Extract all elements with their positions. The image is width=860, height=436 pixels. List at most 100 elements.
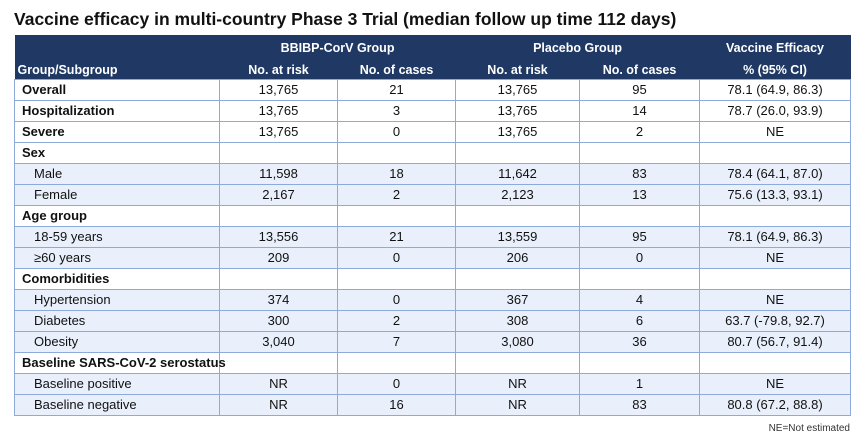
vaccine-cases xyxy=(336,268,457,290)
table-row: 18-59 years 13,556 21 13,559 95 78.1 (64.9, 8… xyxy=(14,226,852,248)
placebo-cases: 6 xyxy=(579,310,701,332)
placebo-cases: 0 xyxy=(579,247,701,269)
placebo-cases: 83 xyxy=(579,163,701,185)
placebo-at-risk: 367 xyxy=(455,289,581,311)
vaccine-cases: 3 xyxy=(336,100,457,122)
row-label: Baseline negative xyxy=(14,394,220,416)
vaccine-cases: 16 xyxy=(336,394,457,416)
vaccine-efficacy xyxy=(699,142,852,164)
placebo-at-risk: 13,765 xyxy=(455,79,581,101)
table-row: Sex xyxy=(14,142,852,164)
placebo-cases xyxy=(579,352,701,374)
row-label: Baseline positive xyxy=(14,373,220,395)
table-row: Hospitalization 13,765 3 13,765 14 78.7 (26.0… xyxy=(14,100,852,122)
vaccine-efficacy: 78.7 (26.0, 93.9) xyxy=(699,100,852,122)
placebo-cases: 1 xyxy=(579,373,701,395)
vaccine-cases: 0 xyxy=(336,373,457,395)
vaccine-efficacy: 78.1 (64.9, 86.3) xyxy=(699,79,852,101)
vaccine-at-risk: 300 xyxy=(219,310,338,332)
vaccine-efficacy xyxy=(699,268,852,290)
vaccine-efficacy: 80.8 (67.2, 88.8) xyxy=(699,394,852,416)
vaccine-at-risk: 2,167 xyxy=(219,184,338,206)
header-efficacy: Vaccine Efficacy xyxy=(699,35,851,57)
row-label: 18-59 years xyxy=(14,226,220,248)
vaccine-at-risk: 3,040 xyxy=(219,331,338,353)
vaccine-at-risk: NR xyxy=(219,373,338,395)
vaccine-at-risk xyxy=(219,268,338,290)
placebo-at-risk xyxy=(455,205,581,227)
placebo-at-risk: NR xyxy=(455,373,581,395)
vaccine-efficacy: 78.1 (64.9, 86.3) xyxy=(699,226,852,248)
row-label: Hospitalization xyxy=(14,100,220,122)
vaccine-at-risk: 13,765 xyxy=(219,121,338,143)
header-vaccine-cases: No. of cases xyxy=(337,57,456,80)
table-row: Overall 13,765 21 13,765 95 78.1 (64.9, 86.3) xyxy=(14,79,852,101)
vaccine-at-risk: 13,765 xyxy=(219,79,338,101)
row-label: Baseline SARS-CoV-2 serostatus xyxy=(14,352,226,374)
vaccine-at-risk: 13,556 xyxy=(219,226,338,248)
placebo-at-risk: 2,123 xyxy=(455,184,581,206)
placebo-cases: 95 xyxy=(579,226,701,248)
row-label: Overall xyxy=(14,79,220,101)
placebo-at-risk xyxy=(455,352,581,374)
table-row: Baseline SARS-CoV-2 serostatus xyxy=(14,352,852,374)
table-row: Baseline positive NR 0 NR 1 NE xyxy=(14,373,852,395)
vaccine-at-risk: 13,765 xyxy=(219,100,338,122)
vaccine-at-risk: NR xyxy=(219,394,338,416)
header-subgroup: Group/Subgroup xyxy=(14,57,220,80)
vaccine-efficacy: NE xyxy=(699,121,852,143)
placebo-cases: 14 xyxy=(579,100,701,122)
vaccine-cases: 18 xyxy=(336,163,457,185)
vaccine-cases xyxy=(336,205,457,227)
placebo-cases: 4 xyxy=(579,289,701,311)
row-label: Male xyxy=(14,163,220,185)
footnote: NE=Not estimated xyxy=(768,423,850,434)
row-label: Hypertension xyxy=(14,289,220,311)
row-label: Sex xyxy=(14,142,220,164)
vaccine-cases: 0 xyxy=(336,289,457,311)
placebo-at-risk: 3,080 xyxy=(455,331,581,353)
vaccine-at-risk xyxy=(219,352,338,374)
placebo-at-risk: 13,765 xyxy=(455,121,581,143)
vaccine-cases: 21 xyxy=(336,226,457,248)
placebo-at-risk xyxy=(455,268,581,290)
vaccine-efficacy xyxy=(699,352,852,374)
vaccine-at-risk: 374 xyxy=(219,289,338,311)
table-row: Hypertension 374 0 367 4 NE xyxy=(14,289,852,311)
vaccine-cases: 0 xyxy=(336,247,457,269)
placebo-cases: 13 xyxy=(579,184,701,206)
vaccine-at-risk xyxy=(219,205,338,227)
table-row: Diabetes 300 2 308 6 63.7 (-79.8, 92.7) xyxy=(14,310,852,332)
table-row: Female 2,167 2 2,123 13 75.6 (13.3, 93.1) xyxy=(14,184,852,206)
table-header-row-columns: Group/Subgroup No. at risk No. of cases … xyxy=(14,57,851,80)
vaccine-at-risk: 209 xyxy=(219,247,338,269)
vaccine-cases xyxy=(336,142,457,164)
table-row: Comorbidities xyxy=(14,268,852,290)
vaccine-efficacy: NE xyxy=(699,289,852,311)
header-vaccine-at-risk: No. at risk xyxy=(219,57,338,80)
vaccine-cases xyxy=(336,352,457,374)
placebo-cases xyxy=(579,142,701,164)
table-row: Obesity 3,040 7 3,080 36 80.7 (56.7, 91.4) xyxy=(14,331,852,353)
vaccine-efficacy: 80.7 (56.7, 91.4) xyxy=(699,331,852,353)
vaccine-cases: 7 xyxy=(336,331,457,353)
row-label: Comorbidities xyxy=(14,268,220,290)
placebo-at-risk: NR xyxy=(455,394,581,416)
placebo-cases: 83 xyxy=(579,394,701,416)
page-title: Vaccine efficacy in multi-country Phase … xyxy=(14,9,677,29)
header-vaccine-group: BBIBP-CorV Group xyxy=(219,35,456,57)
table-row: Male 11,598 18 11,642 83 78.4 (64.1, 87.0) xyxy=(14,163,852,185)
vaccine-at-risk xyxy=(219,142,338,164)
vaccine-at-risk: 11,598 xyxy=(219,163,338,185)
row-label: Female xyxy=(14,184,220,206)
header-placebo-group: Placebo Group xyxy=(455,35,700,57)
efficacy-table: BBIBP-CorV Group Placebo Group Vaccine E… xyxy=(14,35,852,416)
table-row: Age group xyxy=(14,205,852,227)
placebo-at-risk xyxy=(455,142,581,164)
header-efficacy-ci: % (95% CI) xyxy=(699,57,851,80)
placebo-cases: 2 xyxy=(579,121,701,143)
header-empty xyxy=(14,35,220,57)
vaccine-cases: 0 xyxy=(336,121,457,143)
vaccine-efficacy: 78.4 (64.1, 87.0) xyxy=(699,163,852,185)
placebo-at-risk: 13,559 xyxy=(455,226,581,248)
